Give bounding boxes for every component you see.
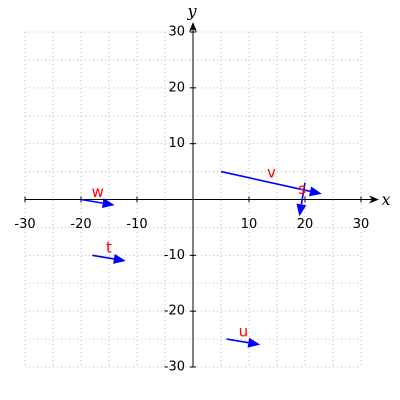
vector-label: w (92, 183, 104, 201)
vector-label: u (239, 322, 249, 340)
vector-shaft (226, 338, 249, 344)
vector-shaft (220, 170, 311, 193)
vector-head (296, 203, 307, 217)
x-tick-label: 20 (297, 217, 314, 232)
x-axis-label: x (381, 190, 390, 209)
x-tick-label: 30 (353, 217, 370, 232)
vector-label: v (267, 163, 276, 181)
vector-shaft (300, 182, 306, 205)
vector-label: s (298, 180, 306, 198)
x-tick-label: -20 (70, 217, 91, 232)
y-tick-label: 10 (168, 136, 185, 151)
x-tick-label: -10 (126, 217, 147, 232)
y-tick-label: 30 (168, 25, 185, 40)
x-tick-label: 10 (241, 217, 258, 232)
x-tick-label: -30 (14, 217, 35, 232)
vector-head (113, 254, 126, 264)
vector-shaft (80, 198, 103, 204)
vector-head (247, 337, 261, 348)
y-axis-label: y (186, 2, 197, 21)
y-tick-label: -30 (164, 360, 185, 375)
y-tick-label: -10 (164, 248, 185, 263)
y-tick-label: -20 (164, 304, 185, 319)
y-tick-label: 20 (168, 80, 185, 95)
vector-shaft (92, 254, 115, 260)
vector-label: t (106, 239, 112, 257)
x-axis-arrow (369, 195, 379, 204)
vector-head (101, 198, 115, 209)
y-axis-arrow (189, 22, 197, 32)
vector-head (309, 186, 322, 197)
